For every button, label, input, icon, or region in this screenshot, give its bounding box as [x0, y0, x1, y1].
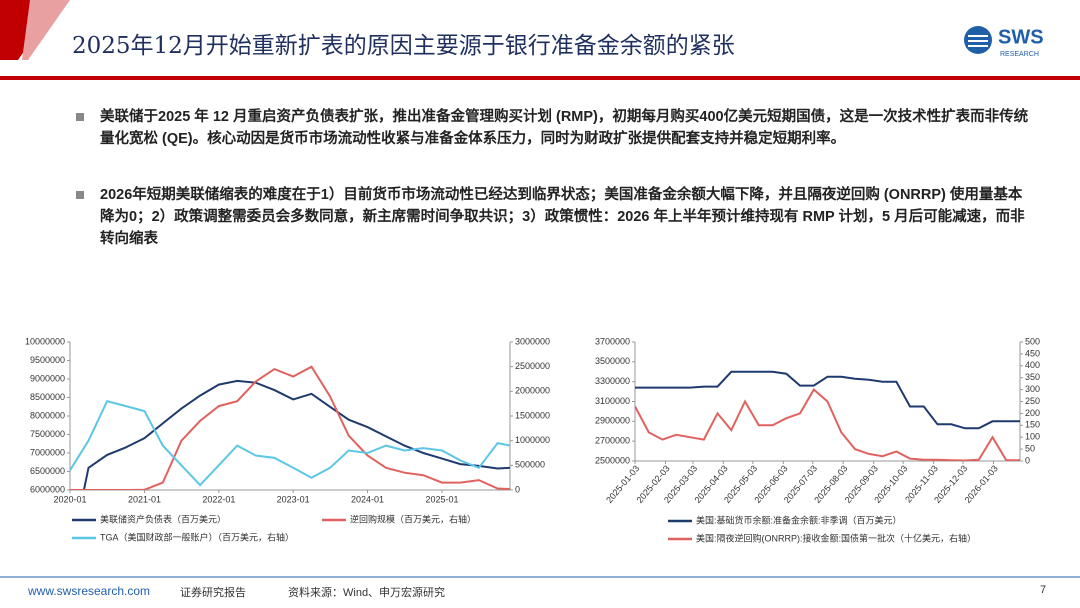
x-tick-label: 2021-01: [128, 494, 161, 504]
plot-area: [635, 370, 1020, 461]
y2-tick-label: 500: [1025, 336, 1040, 346]
y-tick-label: 8500000: [30, 392, 65, 402]
series-line: [70, 365, 510, 490]
y2-tick-label: 0: [1025, 455, 1030, 465]
x-tick-label: 2024-01: [351, 494, 384, 504]
legend-label: 逆回购规模（百万美元，右轴）: [350, 513, 476, 524]
y2-tick-label: 1000000: [515, 435, 550, 445]
y2-tick-label: 2500000: [515, 361, 550, 371]
y2-tick-label: 100: [1025, 432, 1040, 442]
bullet: 美联储于2025 年 12 月重启资产负债表扩张，推出准备金管理购买计划 (RM…: [76, 106, 1030, 150]
corner-accent: [22, 0, 70, 60]
y-tick-label: 9500000: [30, 355, 65, 365]
y2-tick-label: 500000: [515, 460, 545, 470]
y2-tick-label: 0: [515, 484, 520, 494]
y-tick-label: 2900000: [595, 416, 630, 426]
logo-name: SWS: [998, 26, 1044, 48]
page-number: 7: [1040, 584, 1047, 596]
y2-tick-label: 300: [1025, 384, 1040, 394]
y2-tick-label: 3000000: [515, 336, 550, 346]
x-tick-label: 2020-01: [53, 494, 86, 504]
legend-label: 美国:隔夜逆回购(ONRRP):接收金额:国债第一批次（十亿美元，右轴）: [696, 532, 976, 543]
x-tick-label: 2025-01: [425, 494, 458, 504]
series-line: [70, 400, 510, 487]
y2-tick-label: 250: [1025, 396, 1040, 406]
bullet-text: 2026年短期美联储缩表的难度在于1）目前货币市场流动性已经达到临界状态；美国准…: [100, 187, 1025, 247]
series-line: [635, 370, 1020, 430]
y-tick-label: 3300000: [595, 376, 630, 386]
y-tick-label: 10000000: [25, 336, 65, 346]
y2-tick-label: 350: [1025, 372, 1040, 382]
y-tick-label: 6000000: [30, 484, 65, 494]
y-tick-label: 7000000: [30, 447, 65, 457]
logo-mark-lines: [968, 35, 988, 47]
header-rule: [0, 76, 1080, 80]
y2-tick-label: 150: [1025, 420, 1040, 430]
y2-tick-label: 450: [1025, 348, 1040, 358]
footer-source: 资料来源：Wind、申万宏源研究: [288, 587, 446, 599]
y-tick-label: 3500000: [595, 356, 630, 366]
plot-area: [70, 365, 510, 490]
footer-website: www.swsresearch.com: [28, 584, 151, 598]
bullet: 2026年短期美联储缩表的难度在于1）目前货币市场流动性已经达到临界状态；美国准…: [76, 184, 1030, 250]
footer-report-type: 证券研究报告: [180, 587, 246, 599]
y-tick-label: 7500000: [30, 429, 65, 439]
series-line: [635, 388, 1020, 461]
y2-tick-label: 1500000: [515, 410, 550, 420]
legend-label: TGA（美国财政部一般账户）（百万美元，右轴）: [100, 531, 294, 542]
y-tick-label: 3700000: [595, 336, 630, 346]
bullet-text: 美联储于2025 年 12 月重启资产负债表扩张，推出准备金管理购买计划 (RM…: [100, 109, 1029, 147]
y-tick-label: 9000000: [30, 373, 65, 383]
legend-label: 美国:基础货币余额:准备金余额:非季调（百万美元）: [696, 514, 902, 525]
y2-tick-label: 400: [1025, 360, 1040, 370]
y2-tick-label: 2000000: [515, 386, 550, 396]
header-band: SWS RESEARCH: [0, 0, 1080, 80]
y2-tick-label: 200: [1025, 408, 1040, 418]
y2-tick-label: 50: [1025, 443, 1035, 453]
series-line: [82, 379, 510, 490]
slide-title: 2025年12月开始重新扩表的原因主要源于银行准备金余额的紧张: [72, 33, 735, 59]
y-tick-label: 6500000: [30, 466, 65, 476]
y-tick-label: 3100000: [595, 396, 630, 406]
logo-tagline: RESEARCH: [1000, 51, 1039, 58]
x-tick-label: 2023-01: [277, 494, 310, 504]
y-tick-label: 8000000: [30, 410, 65, 420]
y-tick-label: 2700000: [595, 436, 630, 446]
y-tick-label: 2500000: [595, 455, 630, 465]
legend-label: 美联储资产负债表（百万美元）: [100, 513, 226, 524]
x-tick-label: 2022-01: [202, 494, 235, 504]
